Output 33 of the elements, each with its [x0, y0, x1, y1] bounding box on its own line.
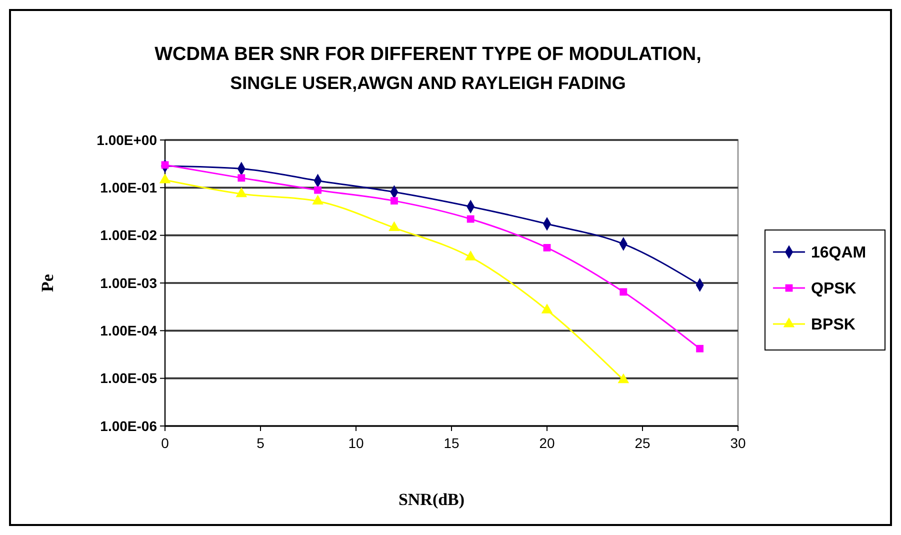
y-tick-label: 1.00E-02: [100, 227, 158, 244]
point: [618, 373, 630, 384]
point: [466, 215, 474, 223]
point: [541, 304, 553, 314]
x-tick-label: 20: [539, 435, 555, 451]
point: [161, 161, 169, 169]
point: [543, 244, 551, 252]
chart-title: WCDMA BER SNR FOR DIFFERENT TYPE OF MODULATION,: [154, 44, 702, 65]
point: [314, 186, 322, 194]
y-tick-label: 1.00E-06: [100, 418, 158, 434]
x-tick-label: 5: [256, 435, 265, 451]
x-tick-label: 30: [730, 435, 746, 451]
x-tick-label: 15: [444, 435, 460, 451]
point: [620, 288, 628, 296]
x-tick-label: 0: [161, 435, 170, 451]
x-axis-title: SNR(dB): [398, 490, 465, 509]
point: [696, 344, 704, 352]
y-tick-label: 1.00E-01: [100, 180, 158, 196]
point: [388, 221, 400, 232]
x-tick-label: 10: [348, 435, 364, 451]
y-tick-label: 1.00E+00: [96, 132, 158, 148]
chart-subtitle: SINGLE USER,AWGN AND RAYLEIGH FADING: [230, 73, 626, 93]
legend-label: 16QAM: [811, 244, 866, 262]
y-axis-title: Pe: [38, 274, 57, 292]
point: [390, 197, 398, 205]
y-tick-label: 1.00E-05: [100, 370, 158, 386]
y-tick-label: 1.00E-04: [100, 322, 158, 339]
y-tick-label: 1.00E-03: [100, 274, 158, 291]
point: [464, 250, 476, 260]
x-tick-label: 25: [634, 435, 650, 451]
legend-label: QPSK: [811, 280, 857, 298]
point: [238, 174, 246, 182]
legend-label: BPSK: [811, 316, 856, 334]
